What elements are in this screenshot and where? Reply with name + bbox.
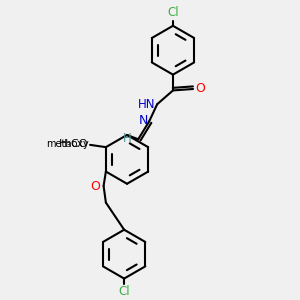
Text: HN: HN	[137, 98, 155, 111]
Text: Cl: Cl	[118, 285, 130, 298]
Text: O: O	[90, 180, 100, 193]
Text: H: H	[123, 132, 132, 145]
Text: methoxy: methoxy	[46, 139, 88, 149]
Text: Cl: Cl	[167, 7, 179, 20]
Text: O: O	[195, 82, 205, 95]
Text: H₃CO: H₃CO	[59, 139, 88, 149]
Text: N: N	[138, 114, 148, 128]
